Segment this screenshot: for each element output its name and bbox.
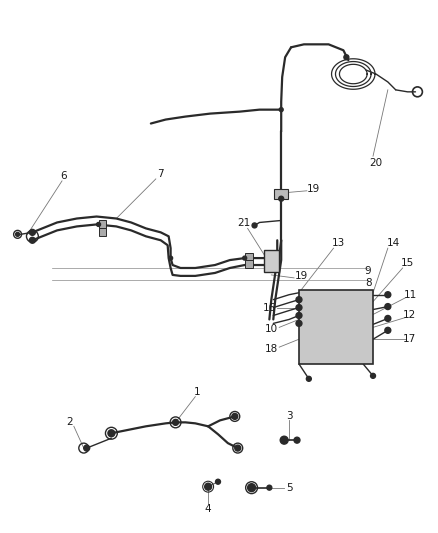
- Circle shape: [296, 297, 302, 303]
- Text: 5: 5: [286, 483, 293, 492]
- Text: 12: 12: [403, 311, 416, 320]
- Text: 4: 4: [205, 504, 212, 514]
- Bar: [274, 189, 288, 199]
- Circle shape: [252, 223, 257, 228]
- Circle shape: [169, 256, 173, 260]
- Text: 9: 9: [365, 266, 371, 276]
- Circle shape: [385, 327, 391, 333]
- Text: 8: 8: [365, 278, 371, 288]
- Circle shape: [385, 316, 391, 321]
- Circle shape: [205, 483, 212, 490]
- Text: 16: 16: [263, 303, 276, 312]
- Text: 17: 17: [403, 334, 416, 344]
- Bar: [265, 250, 279, 272]
- Circle shape: [84, 445, 90, 451]
- Text: 2: 2: [67, 417, 73, 427]
- Circle shape: [279, 196, 284, 201]
- Circle shape: [296, 312, 302, 318]
- Bar: [99, 221, 106, 229]
- Circle shape: [215, 479, 220, 484]
- Bar: [245, 253, 253, 261]
- Circle shape: [96, 222, 101, 227]
- Text: 7: 7: [157, 169, 164, 179]
- Text: 18: 18: [265, 344, 278, 354]
- Circle shape: [16, 232, 20, 236]
- Circle shape: [296, 304, 302, 311]
- Circle shape: [385, 292, 391, 297]
- Circle shape: [29, 237, 35, 243]
- Text: 19: 19: [307, 184, 321, 194]
- Circle shape: [29, 229, 35, 236]
- Circle shape: [385, 304, 391, 310]
- Text: 1: 1: [194, 386, 201, 397]
- Circle shape: [108, 430, 115, 437]
- Text: 15: 15: [401, 258, 414, 268]
- Circle shape: [294, 437, 300, 443]
- Circle shape: [344, 55, 349, 60]
- Circle shape: [279, 108, 283, 111]
- Circle shape: [296, 320, 302, 326]
- Text: 21: 21: [237, 219, 250, 229]
- Circle shape: [173, 419, 179, 425]
- Text: 20: 20: [369, 158, 382, 168]
- Bar: [299, 290, 373, 364]
- Text: 6: 6: [61, 171, 67, 181]
- Circle shape: [306, 376, 311, 381]
- Text: 11: 11: [404, 290, 417, 300]
- Circle shape: [280, 436, 288, 444]
- Text: 14: 14: [387, 238, 400, 248]
- Circle shape: [235, 445, 241, 451]
- Text: 10: 10: [265, 325, 278, 334]
- Text: 3: 3: [286, 411, 293, 422]
- Bar: [99, 229, 106, 236]
- Circle shape: [247, 484, 255, 491]
- Circle shape: [232, 414, 238, 419]
- Text: 13: 13: [332, 238, 345, 248]
- Circle shape: [371, 374, 375, 378]
- Bar: [245, 260, 253, 268]
- Circle shape: [243, 256, 247, 260]
- Circle shape: [267, 485, 272, 490]
- Text: 19: 19: [294, 271, 307, 281]
